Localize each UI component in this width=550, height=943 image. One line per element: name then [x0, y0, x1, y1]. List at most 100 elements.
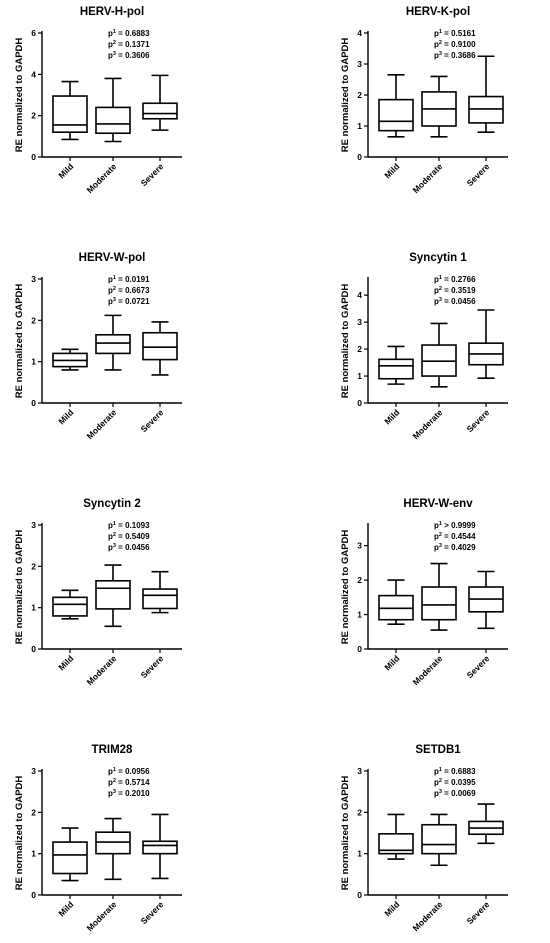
p-value-2: p2 = 0.4544 — [434, 532, 476, 541]
y-tick-label: 3 — [357, 541, 362, 551]
p-value-text: = 0.1371 — [116, 40, 150, 49]
p-superscript: 1 — [113, 521, 116, 527]
y-tick-label: 1 — [357, 610, 362, 620]
p-superscript: 2 — [113, 40, 116, 46]
p-value-text: = 0.6673 — [116, 286, 150, 295]
panel-title: Syncytin 2 — [83, 498, 141, 510]
y-tick-label: 0 — [31, 644, 36, 654]
p-symbol: p — [434, 51, 439, 60]
p-value-2: p2 = 0.9100 — [434, 40, 476, 49]
box-moderate — [421, 322, 457, 388]
panel-2: HERV-K-pol RE normalized to GAPDH 0 1 2 3 4 Mil… — [340, 6, 508, 195]
p-superscript: 3 — [113, 789, 116, 795]
y-tick-label: 1 — [357, 121, 362, 131]
box-severe — [468, 570, 504, 630]
iqr-box — [378, 833, 414, 855]
p-value-text: = 0.6883 — [442, 767, 476, 776]
y-tick-label: 3 — [357, 766, 362, 776]
x-tick-label: Moderate — [411, 653, 445, 687]
p-superscript: 2 — [113, 532, 116, 538]
y-tick-label: 2 — [31, 315, 36, 325]
iqr-box — [142, 331, 178, 361]
box-moderate — [95, 314, 131, 371]
y-tick-label: 1 — [31, 357, 36, 367]
y-tick-label: 3 — [357, 317, 362, 327]
p-superscript: 1 — [113, 29, 116, 35]
p-value-3: p3 = 0.0456 — [108, 543, 150, 552]
panel-title: HERV-H-pol — [80, 6, 144, 18]
p-symbol: p — [108, 521, 113, 530]
p-value-1: p1 = 0.1093 — [108, 521, 150, 530]
p-value-text: = 0.0069 — [442, 789, 476, 798]
box-mild — [52, 80, 88, 141]
x-tick-label: Mild — [382, 653, 401, 672]
y-axis-label: RE normalized to GAPDH — [14, 284, 25, 399]
box-severe — [468, 309, 504, 380]
p-value-text: = 0.0956 — [116, 767, 150, 776]
iqr-box — [378, 358, 414, 380]
iqr-box — [95, 106, 131, 135]
p-value-text: = 0.9100 — [442, 40, 476, 49]
y-axis-label: RE normalized to GAPDH — [340, 530, 351, 645]
panel-8: SETDB1 RE normalized to GAPDH 0 1 2 3 Mild Mode… — [340, 744, 508, 933]
x-tick-label: Moderate — [85, 653, 119, 687]
p-value-1: p1 = 0.6883 — [434, 767, 476, 776]
x-tick-label: Moderate — [411, 407, 445, 441]
p-symbol: p — [434, 297, 439, 306]
x-tick-label: Moderate — [85, 407, 119, 441]
iqr-box — [142, 840, 178, 855]
box-severe — [142, 813, 178, 880]
p-symbol: p — [434, 40, 439, 49]
panel-7: TRIM28 RE normalized to GAPDH 0 1 2 3 Mild Mode… — [14, 744, 182, 933]
box-severe — [142, 74, 178, 131]
x-tick-label: Severe — [465, 899, 492, 926]
p-superscript: 3 — [439, 51, 442, 57]
panel-title: HERV-W-pol — [79, 252, 146, 264]
x-tick-label: Severe — [139, 161, 166, 188]
p-superscript: 2 — [439, 286, 442, 292]
box-severe — [468, 55, 504, 133]
panel-5: Syncytin 2 RE normalized to GAPDH 0 1 2 3 Mild… — [14, 498, 182, 687]
p-value-text: = 0.0456 — [116, 543, 150, 552]
p-superscript: 2 — [113, 778, 116, 784]
p-symbol: p — [434, 286, 439, 295]
p-value-3: p3 = 0.3686 — [434, 51, 476, 60]
p-superscript: 3 — [439, 297, 442, 303]
p-value-2: p2 = 0.1371 — [108, 40, 150, 49]
p-value-text: = 0.5714 — [116, 778, 150, 787]
iqr-box — [142, 588, 178, 610]
p-value-text: = 0.3519 — [442, 286, 476, 295]
iqr-box — [52, 596, 88, 617]
x-tick-label: Mild — [382, 161, 401, 180]
p-superscript: 3 — [439, 543, 442, 549]
y-tick-label: 2 — [357, 344, 362, 354]
p-value-2: p2 = 0.6673 — [108, 286, 150, 295]
x-tick-label: Mild — [382, 407, 401, 426]
iqr-box — [421, 823, 457, 855]
p-value-text: = 0.5409 — [116, 532, 150, 541]
y-axis-label: RE normalized to GAPDH — [340, 284, 351, 399]
x-tick-label: Moderate — [411, 161, 445, 195]
p-value-text: > 0.9999 — [442, 521, 476, 530]
p-value-2: p2 = 0.5409 — [108, 532, 150, 541]
p-value-text: = 0.6883 — [116, 29, 150, 38]
y-tick-label: 1 — [357, 849, 362, 859]
y-tick-label: 1 — [31, 849, 36, 859]
box-moderate — [95, 817, 131, 881]
p-value-3: p3 = 0.0069 — [434, 789, 476, 798]
p-value-text: = 0.4544 — [442, 532, 476, 541]
p-superscript: 3 — [113, 297, 116, 303]
p-value-text: = 0.2766 — [442, 275, 476, 284]
p-superscript: 2 — [113, 286, 116, 292]
y-tick-label: 0 — [357, 152, 362, 162]
p-value-3: p3 = 0.4029 — [434, 543, 476, 552]
y-axis-label: RE normalized to GAPDH — [14, 38, 25, 153]
y-tick-label: 2 — [357, 90, 362, 100]
p-symbol: p — [434, 521, 439, 530]
panel-4: Syncytin 1 RE normalized to GAPDH 0 1 2 3 4 Mil… — [340, 252, 508, 441]
p-value-1: p1 = 0.0956 — [108, 767, 150, 776]
iqr-box — [142, 102, 178, 120]
p-symbol: p — [108, 286, 113, 295]
panel-6: HERV-W-env RE normalized to GAPDH 0 1 2 3 Mild… — [340, 498, 508, 687]
box-severe — [142, 570, 178, 614]
